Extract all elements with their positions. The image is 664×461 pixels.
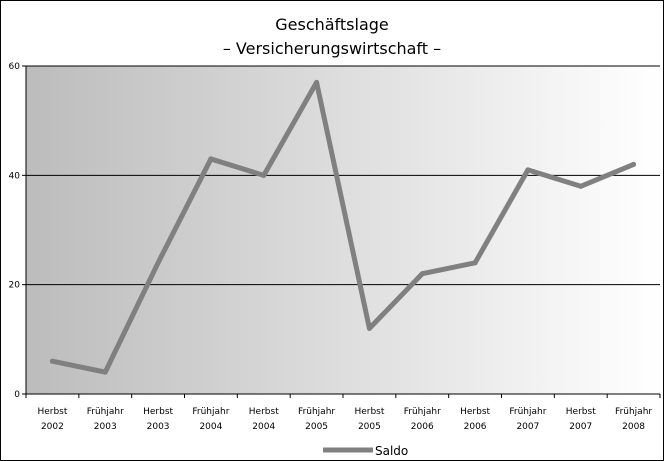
grid-lines <box>22 65 660 395</box>
x-tick-label-10-line1: Herbst <box>566 407 596 417</box>
x-tick-label-0-line1: Herbst <box>37 407 67 417</box>
x-tick-label-1-line2: 2003 <box>94 422 117 432</box>
x-tick-label-2-line2: 2003 <box>147 422 170 432</box>
x-tick-label-7-line1: Frühjahr <box>404 407 441 417</box>
legend-label-saldo: Saldo <box>375 444 408 458</box>
data-point-0-2 <box>155 260 161 266</box>
y-tick-label-20: 20 <box>9 281 21 291</box>
data-point-0-0 <box>49 358 55 364</box>
x-tick-label-2-line1: Herbst <box>143 407 173 417</box>
x-tick-label-5-line1: Frühjahr <box>298 407 335 417</box>
x-tick-label-6-line1: Herbst <box>354 407 384 417</box>
x-tick-label-4-line2: 2004 <box>252 422 275 432</box>
x-tick-label-6-line2: 2005 <box>358 422 381 432</box>
data-point-0-11 <box>631 161 637 167</box>
x-tick-label-9-line1: Frühjahr <box>509 407 546 417</box>
data-point-0-3 <box>208 156 214 162</box>
x-tick-label-8-line1: Herbst <box>460 407 490 417</box>
data-point-0-1 <box>102 369 108 375</box>
plot-area <box>26 66 660 394</box>
x-tick-label-7-line2: 2006 <box>411 422 434 432</box>
x-tick-label-10-line2: 2007 <box>569 422 592 432</box>
x-tick-label-9-line2: 2007 <box>516 422 539 432</box>
axes <box>25 66 661 398</box>
x-tick-label-11-line2: 2008 <box>622 422 645 432</box>
x-tick-label-8-line2: 2006 <box>464 422 487 432</box>
data-point-0-10 <box>578 183 584 189</box>
y-tick-label-60: 60 <box>9 62 21 72</box>
x-tick-label-3-line2: 2004 <box>199 422 222 432</box>
legend: Saldo <box>323 444 408 458</box>
series-line-0 <box>49 79 637 375</box>
data-point-0-8 <box>472 260 478 266</box>
x-tick-labels: Herbst 2002 Frühjahr 2003 Herbst 2003 Frühjahr… <box>37 407 652 432</box>
x-tick-label-5-line2: 2005 <box>305 422 328 432</box>
chart-title: Geschäftslage <box>275 15 389 34</box>
x-tick-label-3-line1: Frühjahr <box>192 407 229 417</box>
y-tick-labels: 0 20 40 60 <box>9 62 21 400</box>
x-tick-label-0-line2: 2002 <box>41 422 64 432</box>
data-point-0-9 <box>525 167 531 173</box>
x-tick-label-4-line1: Herbst <box>249 407 279 417</box>
y-tick-label-0: 0 <box>14 390 20 400</box>
x-tick-label-11-line1: Frühjahr <box>615 407 652 417</box>
data-point-0-4 <box>261 172 267 178</box>
x-tick-label-1-line1: Frühjahr <box>87 407 124 417</box>
data-point-0-6 <box>366 325 372 331</box>
data-point-0-7 <box>419 271 425 277</box>
data-point-0-5 <box>314 79 320 85</box>
chart-subtitle: – Versicherungswirtschaft – <box>223 39 441 58</box>
series-group <box>49 79 637 375</box>
y-tick-label-40: 40 <box>9 171 21 181</box>
